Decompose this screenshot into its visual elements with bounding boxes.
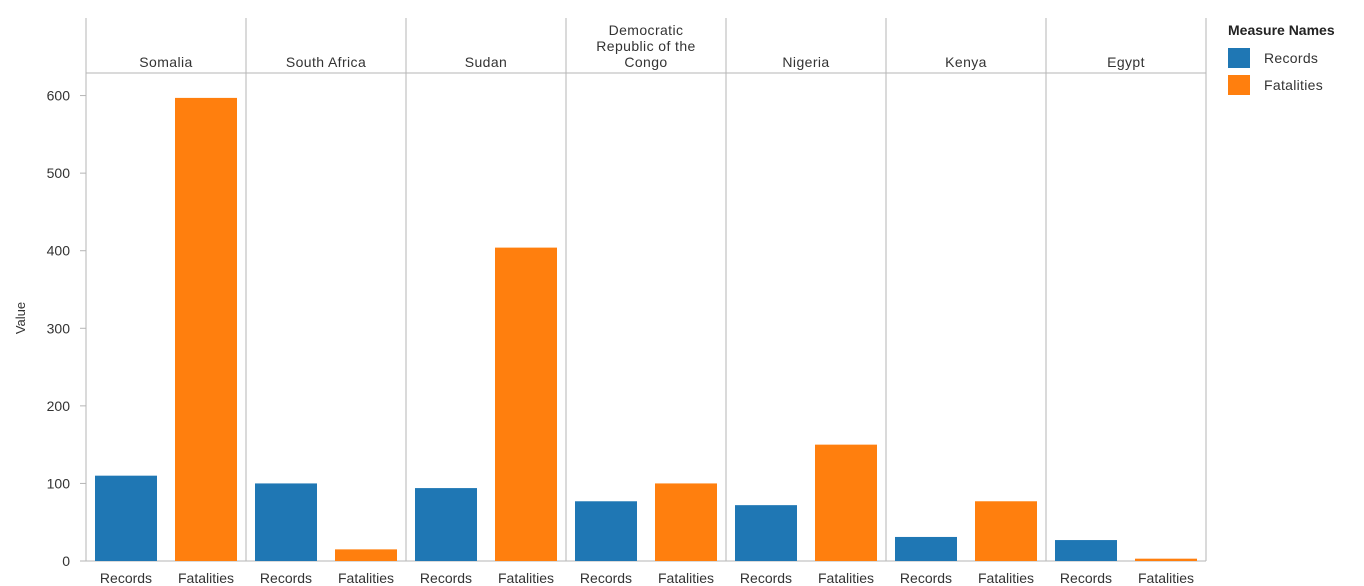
bar-fatalities: [495, 247, 557, 561]
bar-records: [255, 483, 317, 561]
legend: Measure Names Records Fatalities: [1228, 22, 1335, 98]
x-tick-label: Records: [260, 570, 312, 586]
legend-swatch-records: [1228, 47, 1250, 68]
bar-records: [1055, 540, 1117, 561]
x-tick-label: Fatalities: [978, 570, 1034, 586]
x-tick-label: Records: [580, 570, 632, 586]
x-tick-label: Records: [1060, 570, 1112, 586]
bar-records: [95, 475, 157, 561]
facet-title: Egypt: [1107, 54, 1145, 70]
bar-fatalities: [1135, 558, 1197, 561]
bar-records: [415, 488, 477, 561]
x-tick-label: Fatalities: [338, 570, 394, 586]
facet-title: South Africa: [286, 54, 366, 70]
legend-item-fatalities[interactable]: Fatalities: [1228, 71, 1335, 98]
bar-records: [735, 505, 797, 561]
legend-item-records[interactable]: Records: [1228, 44, 1335, 71]
bar-fatalities: [975, 501, 1037, 561]
y-tick-label: 400: [47, 243, 71, 259]
y-axis-label: Value: [13, 302, 28, 334]
y-tick-label: 300: [47, 320, 71, 336]
bar-fatalities: [815, 444, 877, 561]
bar-records: [895, 536, 957, 561]
facet-title: Somalia: [139, 54, 192, 70]
y-tick-label: 100: [47, 475, 71, 491]
y-tick-label: 500: [47, 165, 71, 181]
legend-label-records: Records: [1264, 49, 1319, 66]
bar-fatalities: [335, 549, 397, 561]
legend-label-fatalities: Fatalities: [1264, 76, 1324, 93]
x-tick-label: Fatalities: [658, 570, 714, 586]
bar-records: [575, 501, 637, 561]
facet-title: Sudan: [465, 54, 507, 70]
legend-swatch-fatalities: [1228, 74, 1250, 95]
y-tick-label: 0: [62, 553, 70, 569]
x-tick-label: Fatalities: [178, 570, 234, 586]
y-tick-label: 200: [47, 398, 71, 414]
facet-title: Kenya: [945, 54, 987, 70]
x-tick-label: Records: [420, 570, 472, 586]
bar-fatalities: [175, 97, 237, 562]
y-tick-label: 600: [47, 88, 71, 104]
x-tick-label: Fatalities: [1138, 570, 1194, 586]
facet-title: Democratic Republic of the Congo: [596, 22, 695, 70]
bar-fatalities: [655, 483, 717, 561]
x-tick-label: Fatalities: [818, 570, 874, 586]
x-tick-label: Records: [900, 570, 952, 586]
legend-title: Measure Names: [1228, 22, 1335, 38]
x-tick-label: Fatalities: [498, 570, 554, 586]
facet-title: Nigeria: [782, 54, 829, 70]
x-tick-label: Records: [100, 570, 152, 586]
x-tick-label: Records: [740, 570, 792, 586]
